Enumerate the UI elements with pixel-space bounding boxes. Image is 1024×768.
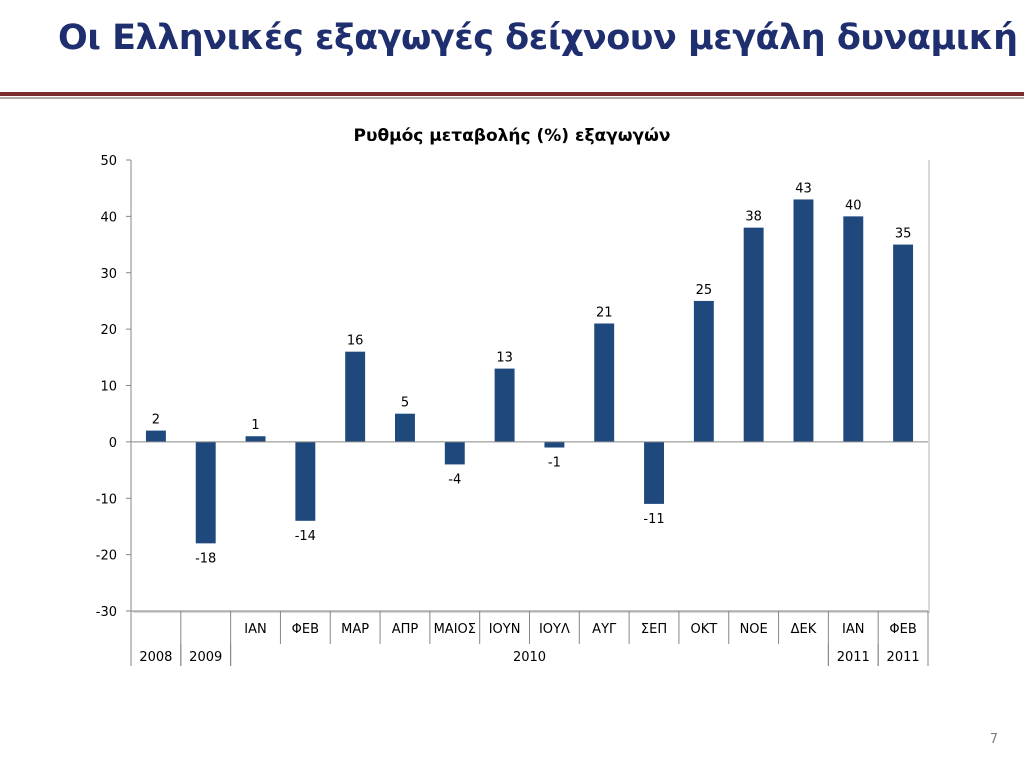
bar — [743, 227, 764, 442]
group-label: 2009 — [189, 650, 222, 665]
bar — [345, 351, 366, 442]
bar — [145, 430, 166, 442]
data-label: 35 — [895, 227, 912, 242]
data-label: -4 — [448, 472, 461, 487]
bar — [594, 323, 615, 442]
category-label: ΑΥΓ — [592, 622, 617, 637]
y-tick-label: -20 — [96, 549, 117, 564]
y-tick-label: 50 — [100, 154, 117, 169]
category-label: ΙΟΥΛ — [539, 622, 570, 637]
data-label: 16 — [347, 334, 364, 349]
y-tick-label: 20 — [100, 323, 117, 338]
title-divider — [0, 92, 1024, 96]
category-label: ΑΠΡ — [392, 622, 419, 637]
category-label: ΦΕΒ — [292, 622, 319, 637]
category-label: ΙΑΝ — [842, 622, 864, 637]
data-label: 38 — [745, 210, 762, 225]
y-axis: -30 -20 -10 0 10 20 30 40 50 — [96, 154, 132, 620]
category-label: ΔΕΚ — [791, 622, 817, 637]
export-growth-bar-chart: Ρυθμός μεταβολής (%) εξαγωγών -30 -20 -10 0… — [96, 126, 930, 666]
y-tick-label: 30 — [100, 267, 117, 282]
data-label: -11 — [643, 512, 664, 527]
data-label: 43 — [795, 181, 812, 196]
y-tick-label: 40 — [100, 210, 117, 225]
category-label: ΙΟΥΝ — [489, 622, 521, 637]
bar — [843, 216, 864, 442]
bar — [793, 199, 814, 442]
data-label: 2 — [152, 413, 160, 428]
category-label: ΜΑΙΟΣ — [434, 622, 476, 637]
bar — [644, 441, 664, 504]
bar — [444, 441, 465, 465]
bar — [395, 413, 415, 442]
data-label: 5 — [401, 396, 409, 411]
data-label: 21 — [596, 305, 613, 320]
bar-series: 2 -18 1 -14 16 5 -4 13 -1 21 -11 25 38 43 40 35 — [145, 181, 914, 566]
bar — [195, 441, 216, 544]
category-label: ΜΑΡ — [341, 622, 369, 637]
group-label: 2011 — [887, 650, 920, 665]
bar — [295, 441, 316, 521]
data-label: -18 — [195, 551, 216, 566]
data-label: 13 — [496, 351, 513, 366]
x-axis: ΙΑΝ ΦΕΒ ΜΑΡ ΑΠΡ ΜΑΙΟΣ ΙΟΥΝ ΙΟΥΛ ΑΥΓ ΣΕΠ ΟΚΤ ΝΟΕ ΔΕΚ… — [130, 441, 929, 666]
data-label: -14 — [295, 529, 316, 544]
y-tick-label: 10 — [100, 380, 117, 395]
category-label: ΟΚΤ — [690, 622, 717, 637]
bar — [494, 368, 515, 442]
bar — [544, 441, 565, 448]
category-label: ΣΕΠ — [641, 622, 667, 637]
bar — [245, 436, 266, 442]
title-divider-shadow — [0, 97, 1024, 99]
y-tick-label: 0 — [109, 436, 117, 451]
page-number: 7 — [989, 732, 998, 747]
category-label: ΙΑΝ — [244, 622, 266, 637]
bar — [893, 244, 914, 442]
group-label: 2011 — [837, 650, 870, 665]
y-tick-label: -30 — [96, 605, 117, 620]
bar — [693, 300, 714, 442]
y-tick-label: -10 — [96, 492, 117, 507]
data-label: 1 — [251, 418, 259, 433]
slide-title: Οι Ελληνικές εξαγωγές δείχνουν μεγάλη δυ… — [58, 18, 1018, 58]
category-label: ΝΟΕ — [740, 622, 768, 637]
data-label: 25 — [696, 283, 713, 298]
category-label: ΦΕΒ — [889, 622, 916, 637]
data-label: 40 — [845, 198, 862, 213]
data-label: -1 — [548, 456, 561, 471]
chart-title: Ρυθμός μεταβολής (%) εξαγωγών — [354, 126, 671, 146]
group-label: 2010 — [513, 650, 546, 665]
group-label: 2008 — [139, 650, 172, 665]
